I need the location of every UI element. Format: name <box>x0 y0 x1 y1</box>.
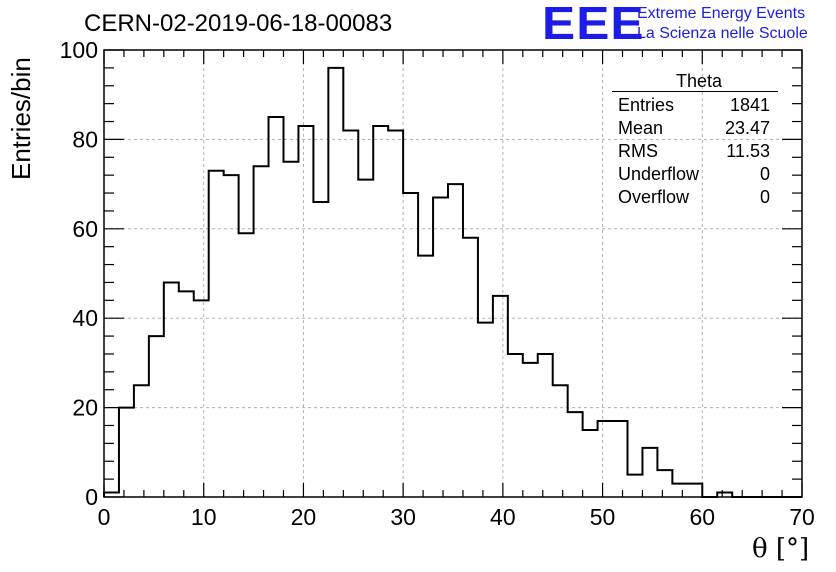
histogram-bin <box>134 385 149 497</box>
histogram-bin <box>313 202 328 497</box>
histogram-bin <box>433 198 448 497</box>
stats-value: 11.53 <box>726 141 770 161</box>
x-tick-label: 30 <box>390 504 416 530</box>
histogram-bin <box>373 126 388 497</box>
histogram-bin <box>298 126 313 497</box>
histogram-bin <box>568 412 583 497</box>
histogram-bin <box>194 300 209 497</box>
stats-row-underflow: Underflow 0 <box>612 163 778 186</box>
plot-frame <box>103 49 803 498</box>
histogram-bin <box>523 363 538 497</box>
y-axis-label: Entries/bin <box>6 57 36 180</box>
y-tick-label: 60 <box>72 216 98 242</box>
histogram-bin <box>628 475 643 497</box>
histogram-bin <box>388 130 403 497</box>
x-tick-label: 60 <box>689 504 715 530</box>
histogram-bin <box>583 430 598 497</box>
histogram-bin <box>224 175 239 497</box>
histogram-bin <box>538 354 553 497</box>
histogram-bin <box>672 484 687 497</box>
stats-row-mean: Mean 23.47 <box>612 117 778 140</box>
histogram-bin <box>179 291 194 497</box>
histogram-bin <box>239 233 254 497</box>
y-tick-label: 80 <box>72 126 98 152</box>
stats-value: 23.47 <box>724 118 770 138</box>
x-tick-label: 0 <box>98 504 111 530</box>
stats-value: 1841 <box>729 95 770 115</box>
histogram-bin <box>478 323 493 497</box>
histogram-bin <box>613 421 628 497</box>
x-tick-label: 70 <box>789 504 815 530</box>
y-tick-label: 100 <box>60 37 98 63</box>
histogram-bin <box>642 448 657 497</box>
chart-title: CERN-02-2019-06-18-00083 <box>84 10 393 37</box>
stats-box-name: Theta <box>675 71 723 91</box>
stats-label: RMS <box>618 141 658 161</box>
histogram-bin <box>149 336 164 497</box>
x-tick-label: 20 <box>291 504 317 530</box>
stats-label: Entries <box>618 95 675 115</box>
histogram-outline <box>103 66 802 498</box>
histogram-bin <box>164 282 179 497</box>
y-tick-label: 20 <box>72 395 98 421</box>
histogram-bin <box>448 184 463 497</box>
histogram-bin <box>328 68 343 497</box>
histogram-bin <box>403 193 418 497</box>
histogram-bin <box>209 171 224 497</box>
stats-box-rule <box>612 91 778 92</box>
x-tick-label: 10 <box>191 504 217 530</box>
histogram-bin <box>254 166 269 497</box>
stats-label: Underflow <box>618 164 700 184</box>
histogram-bin <box>358 180 373 497</box>
histogram-bin <box>269 117 284 497</box>
x-tick-label: 40 <box>490 504 516 530</box>
histogram-bin <box>283 162 298 497</box>
histogram-bin <box>343 130 358 497</box>
stats-value: 0 <box>759 187 770 207</box>
histogram-bin <box>463 238 478 497</box>
stats-value: 0 <box>759 164 770 184</box>
logo-line-1: Extreme Energy Events <box>637 5 806 22</box>
x-axis-label: θ [°] <box>752 534 810 564</box>
stats-box: Theta Entries 1841 Mean 23.47 RMS 11.53 … <box>612 72 778 209</box>
stats-row-entries: Entries 1841 <box>612 94 778 117</box>
x-tick-label: 50 <box>590 504 616 530</box>
histogram-bin <box>493 296 508 497</box>
y-tick-label: 40 <box>72 305 98 331</box>
histogram-bin <box>418 256 433 497</box>
histogram-bin <box>687 484 702 497</box>
y-tick-label: 0 <box>85 484 98 510</box>
stats-label: Overflow <box>618 187 690 207</box>
logo-line-2: La Scienza nelle Scuole <box>637 25 808 42</box>
histogram-bin <box>553 385 568 497</box>
stats-label: Mean <box>618 118 664 138</box>
histogram-bin <box>657 470 672 497</box>
stats-row-rms: RMS 11.53 <box>612 140 778 163</box>
histogram-bin <box>598 421 613 497</box>
histogram-bin <box>508 354 523 497</box>
eee-logo: EEE <box>542 0 645 49</box>
stats-row-overflow: Overflow 0 <box>612 186 778 209</box>
histogram-bin <box>119 408 134 497</box>
